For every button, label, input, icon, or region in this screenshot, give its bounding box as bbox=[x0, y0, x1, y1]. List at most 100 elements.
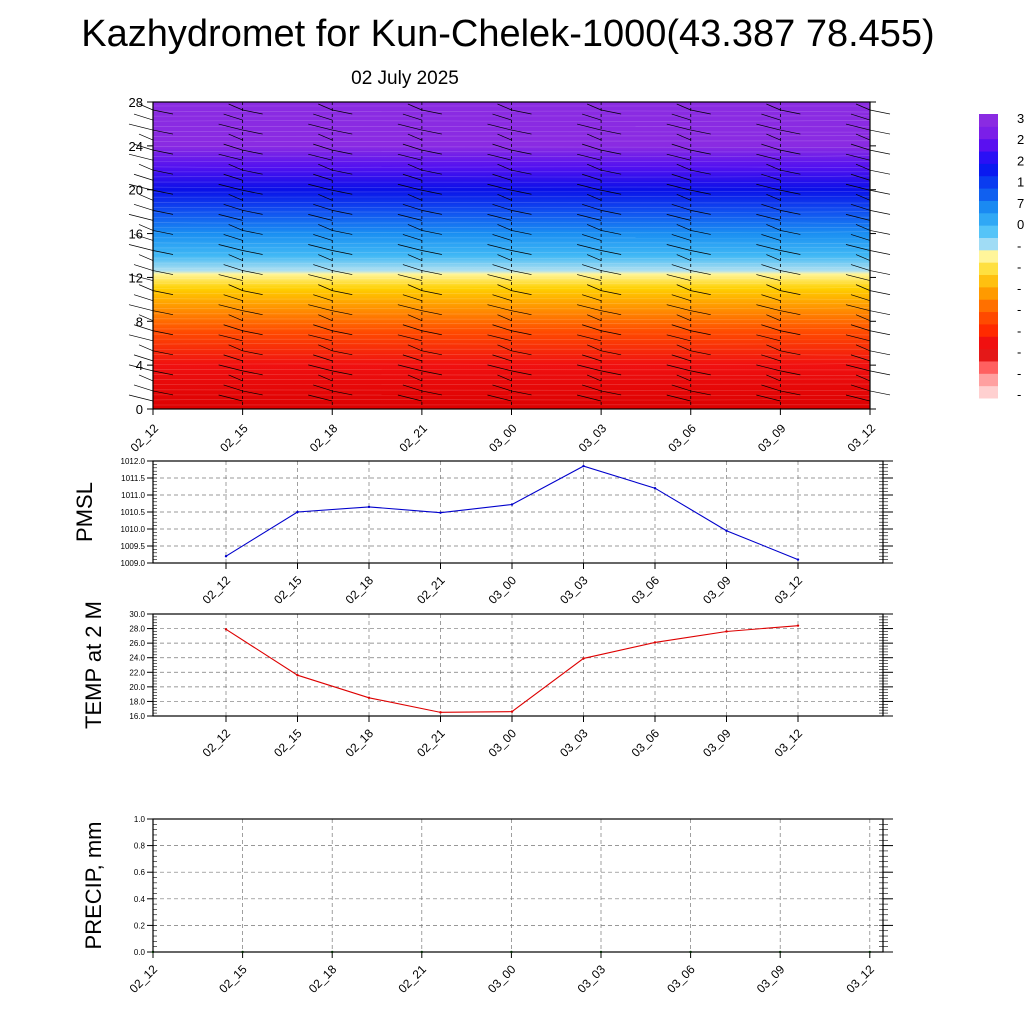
colorbar-swatch bbox=[979, 262, 998, 275]
wind-barb-flag bbox=[129, 214, 153, 220]
colorbar-label: 2 bbox=[1017, 132, 1024, 147]
series-point bbox=[439, 711, 441, 713]
wind-barb-flag bbox=[134, 385, 153, 391]
colorbar-swatch bbox=[979, 386, 998, 399]
colorbar-swatch bbox=[979, 336, 998, 349]
wind-barb-flag bbox=[870, 291, 890, 295]
series-point bbox=[511, 710, 513, 712]
series-point bbox=[797, 624, 799, 626]
pmsl-panel: 1009.01009.51010.01010.51011.01011.51012… bbox=[72, 457, 893, 607]
x-tick-label: 03_12 bbox=[843, 962, 877, 996]
x-tick-label: 03_12 bbox=[772, 573, 806, 607]
colorbar-swatch bbox=[979, 225, 998, 238]
x-tick-label: 03_06 bbox=[664, 962, 698, 996]
y-tick-label: 0.4 bbox=[134, 895, 146, 904]
x-tick-label: 03_12 bbox=[772, 726, 806, 760]
wind-barb-flag bbox=[139, 285, 153, 291]
x-tick-label: 03_06 bbox=[629, 573, 663, 607]
y-tick-label: 0.6 bbox=[134, 868, 146, 877]
y-tick-label: 18.0 bbox=[129, 697, 145, 706]
y-tick-label: 0.2 bbox=[134, 921, 146, 930]
colorbar-swatch bbox=[979, 237, 998, 250]
series-point bbox=[725, 630, 727, 632]
y-tick-label: 20.0 bbox=[129, 683, 145, 692]
x-tick-label: 02_21 bbox=[396, 421, 430, 455]
wind-barb-flag bbox=[129, 124, 153, 130]
y-tick-label: 22.0 bbox=[129, 668, 145, 677]
x-tick-label: 03_09 bbox=[755, 421, 789, 455]
wind-barb-flag bbox=[129, 154, 153, 160]
y-tick-label: 0 bbox=[136, 402, 143, 417]
y-tick-label: 1009.5 bbox=[121, 542, 146, 551]
colorbar-label: 3 bbox=[1017, 111, 1024, 126]
colorbar-label: - bbox=[1017, 323, 1021, 338]
panel-frame bbox=[153, 614, 883, 716]
wind-barb-flag bbox=[870, 170, 890, 174]
x-tick-label: 02_21 bbox=[414, 726, 448, 760]
y-tick-label: 16 bbox=[129, 227, 143, 242]
y-tick-label: 30.0 bbox=[129, 610, 145, 619]
wind-barb-flag bbox=[129, 305, 153, 311]
colorbar-swatch bbox=[979, 176, 998, 189]
x-tick-label: 03_00 bbox=[486, 726, 520, 760]
y-tick-label: 28 bbox=[129, 95, 143, 110]
colorbar-swatch bbox=[979, 250, 998, 263]
series-point bbox=[225, 628, 227, 630]
colorbar-swatch bbox=[979, 312, 998, 325]
wind-barb-flag bbox=[129, 395, 153, 401]
wind-barb-flag bbox=[870, 130, 890, 134]
series-point bbox=[654, 487, 656, 489]
colorbar-label: - bbox=[1017, 366, 1021, 381]
x-tick-label: 03_00 bbox=[485, 962, 519, 996]
wind-barb-flag bbox=[139, 255, 153, 261]
colorbar-swatch bbox=[979, 373, 998, 386]
wind-barb-flag bbox=[139, 375, 153, 381]
y-tick-label: 0.8 bbox=[134, 842, 146, 851]
y-tick-label: 24.0 bbox=[129, 654, 145, 663]
x-tick-label: 03_00 bbox=[486, 573, 520, 607]
colorbar-label: 1 bbox=[1017, 175, 1024, 190]
y-tick-label: 1009.0 bbox=[121, 559, 146, 568]
wind-barb-flag bbox=[139, 345, 153, 351]
wind-barb-flag bbox=[870, 210, 890, 214]
wind-barb-flag bbox=[870, 110, 890, 114]
wind-barb-flag bbox=[134, 114, 153, 120]
y-tick-label: 1012.0 bbox=[121, 457, 146, 466]
colorbar-swatch bbox=[979, 200, 998, 213]
colorbar-swatch bbox=[979, 275, 998, 288]
wind-barb-flag bbox=[129, 244, 153, 250]
series-point bbox=[725, 530, 727, 532]
x-tick-label: 03_09 bbox=[700, 573, 734, 607]
colorbar-swatch bbox=[979, 213, 998, 226]
colorbar-label: - bbox=[1017, 238, 1021, 253]
x-tick-label: 03_06 bbox=[629, 726, 663, 760]
colorbar-swatch bbox=[979, 349, 998, 362]
x-tick-label: 02_12 bbox=[127, 962, 161, 996]
wind-barb-flag bbox=[870, 250, 890, 254]
x-tick-label: 02_15 bbox=[216, 962, 250, 996]
colorbar-label: 7 bbox=[1017, 196, 1024, 211]
wind-barb-flag bbox=[870, 271, 890, 275]
wind-barb-flag bbox=[870, 371, 890, 375]
panel-frame bbox=[153, 819, 883, 952]
colorbar-swatch bbox=[979, 139, 998, 152]
colorbar-swatch bbox=[979, 188, 998, 201]
x-tick-label: 02_18 bbox=[307, 421, 341, 455]
x-tick-label: 02_21 bbox=[414, 573, 448, 607]
y-axis-label: PRECIP, mm bbox=[81, 822, 106, 950]
wind-barb-flag bbox=[870, 311, 890, 315]
x-tick-label: 03_03 bbox=[557, 573, 591, 607]
colorbar-swatch bbox=[979, 126, 998, 139]
colorbar-swatch bbox=[979, 151, 998, 164]
y-axis-label: PMSL bbox=[72, 482, 97, 542]
wind-barb-flag bbox=[129, 335, 153, 341]
y-tick-label: 16.0 bbox=[129, 712, 145, 721]
y-tick-label: 1010.5 bbox=[121, 508, 146, 517]
x-tick-label: 02_18 bbox=[343, 573, 377, 607]
x-tick-label: 03_03 bbox=[557, 726, 591, 760]
colorbar-swatch bbox=[979, 114, 998, 127]
